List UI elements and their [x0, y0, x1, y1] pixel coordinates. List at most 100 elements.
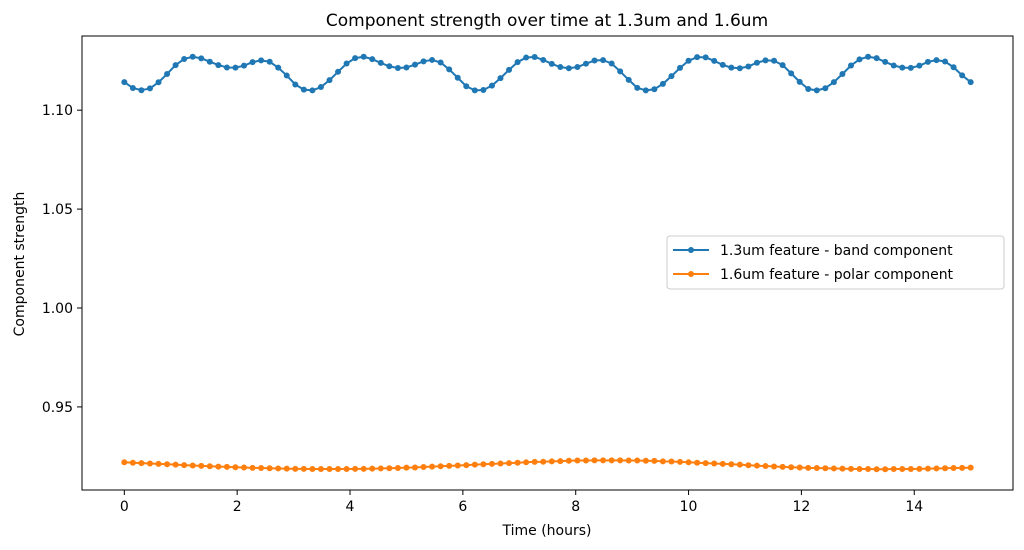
data-point — [899, 466, 906, 473]
data-point — [942, 58, 949, 65]
data-point — [292, 81, 299, 88]
data-point — [753, 59, 760, 66]
data-point — [488, 82, 495, 89]
data-point — [600, 57, 607, 64]
y-tick-label: 1.10 — [42, 103, 73, 119]
data-point — [386, 465, 393, 472]
series-line — [124, 459, 971, 471]
data-point — [967, 464, 974, 471]
data-point — [164, 461, 171, 468]
data-point — [206, 463, 213, 470]
data-point — [651, 86, 658, 93]
data-point — [189, 53, 196, 60]
data-point — [702, 54, 709, 61]
data-point — [523, 54, 530, 61]
data-point — [309, 87, 316, 94]
data-point — [890, 62, 897, 69]
data-point — [206, 58, 213, 65]
data-point — [463, 83, 470, 90]
legend-box — [666, 235, 1005, 290]
data-point — [411, 464, 418, 471]
data-point — [779, 463, 786, 470]
data-point — [608, 60, 615, 67]
data-point — [437, 463, 444, 470]
series-line — [123, 55, 972, 92]
data-point — [386, 63, 393, 70]
legend-marker — [688, 247, 694, 253]
data-point — [198, 462, 205, 469]
data-point — [642, 457, 649, 464]
data-point — [736, 65, 743, 72]
data-point — [283, 72, 290, 79]
x-tick-label: 12 — [792, 499, 810, 515]
data-point — [506, 66, 513, 73]
data-point — [617, 457, 624, 464]
data-point — [377, 465, 384, 472]
x-axis: 0 2 4 6 8 10 12 14 — [120, 490, 923, 515]
data-point — [591, 457, 598, 464]
data-point — [813, 87, 820, 94]
data-point — [890, 466, 897, 473]
data-point — [899, 64, 906, 71]
data-point — [625, 76, 632, 83]
y-axis: 0.95 1.00 1.05 1.10 — [42, 103, 82, 416]
data-point — [514, 59, 521, 66]
data-point — [223, 463, 230, 470]
data-point — [788, 70, 795, 77]
x-tick-label: 0 — [120, 499, 129, 515]
y-tick-label: 1.05 — [42, 202, 73, 218]
data-point — [565, 457, 572, 464]
data-point — [548, 60, 555, 67]
data-point — [907, 64, 914, 71]
data-point — [480, 87, 487, 94]
data-point — [659, 80, 666, 87]
data-point — [164, 70, 171, 77]
data-point — [266, 465, 273, 472]
data-point — [129, 459, 136, 466]
series-2 — [121, 457, 974, 473]
data-point — [557, 64, 564, 71]
data-point — [711, 57, 718, 64]
data-point — [523, 459, 530, 466]
data-point — [736, 461, 743, 468]
data-point — [702, 460, 709, 467]
data-point — [258, 57, 265, 64]
data-point — [779, 62, 786, 69]
data-point — [429, 56, 436, 63]
data-point — [942, 465, 949, 472]
data-point — [343, 60, 350, 67]
data-point — [882, 58, 889, 65]
data-point — [796, 78, 803, 85]
legend: 1.3um feature - band component 1.6um feat… — [666, 235, 1005, 290]
data-point — [574, 64, 581, 71]
data-point — [771, 463, 778, 470]
data-point — [403, 464, 410, 471]
data-point — [873, 466, 880, 473]
data-point — [959, 72, 966, 79]
x-tick-label: 14 — [905, 499, 923, 515]
data-point — [454, 462, 461, 469]
data-point — [258, 465, 265, 472]
data-point — [771, 57, 778, 64]
data-point — [788, 464, 795, 471]
data-point — [856, 466, 863, 473]
data-point — [377, 59, 384, 66]
data-point — [847, 62, 854, 69]
data-point — [506, 460, 513, 467]
chart-title: Component strength over time at 1.3um an… — [326, 11, 768, 31]
data-point — [497, 460, 504, 467]
data-point — [659, 458, 666, 465]
data-point — [300, 86, 307, 93]
data-point — [172, 62, 179, 69]
data-point — [685, 459, 692, 466]
data-point — [856, 56, 863, 63]
data-point — [403, 64, 410, 71]
x-axis-title: Time (hours) — [502, 523, 592, 539]
data-point — [223, 64, 230, 71]
data-point — [317, 466, 324, 473]
data-point — [582, 60, 589, 67]
data-point — [121, 79, 128, 86]
data-point — [292, 465, 299, 472]
data-point — [591, 57, 598, 64]
data-point — [283, 465, 290, 472]
